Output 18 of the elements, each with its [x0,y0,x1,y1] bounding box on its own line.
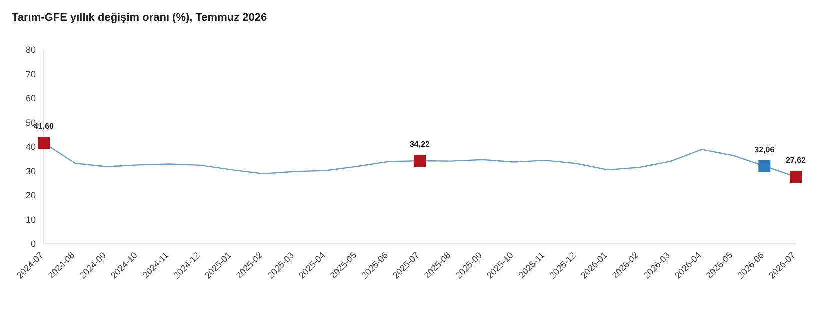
y-tick-label: 10 [26,214,36,225]
y-tick-label: 40 [26,142,36,152]
chart-title: Tarım-GFE yıllık değişim oranı (%), Temmuz 2026 [12,12,268,24]
data-label: 27,62 [786,156,807,166]
y-tick-label: 30 [26,166,36,176]
y-tick-label: 20 [26,190,36,201]
data-label: 32,06 [754,145,776,154]
y-tick-label: 60 [26,94,36,104]
point [414,155,426,168]
data-label: 41,60 [34,122,55,132]
y-tick-label: 50 [26,118,36,128]
point [758,160,771,172]
point [38,137,50,150]
data-label: 34,22 [410,140,431,150]
point [790,171,802,184]
y-tick-label: 0 [30,239,36,250]
y-tick-label: 80 [26,45,36,56]
y-tick-label: 70 [26,69,36,80]
